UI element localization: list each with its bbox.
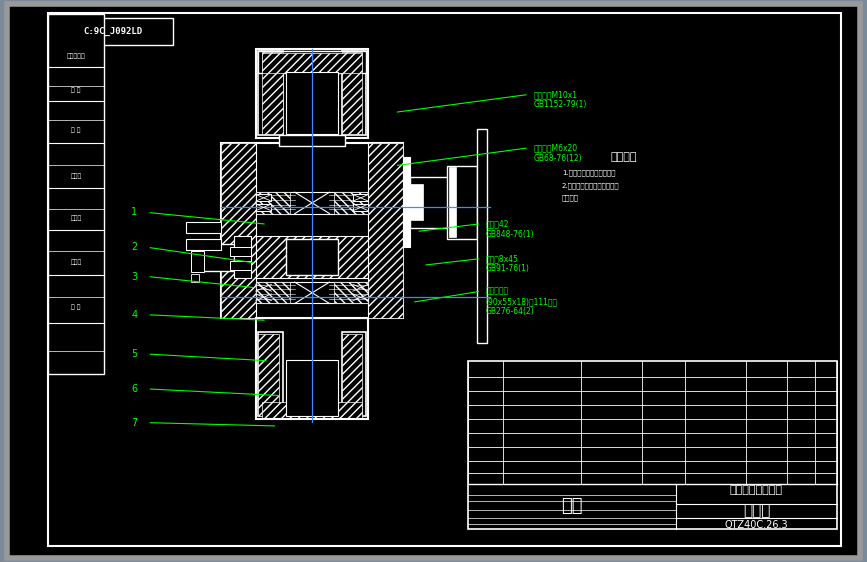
Bar [256, 318, 368, 419]
Text: 制图号: 制图号 [70, 260, 81, 265]
Bar [221, 143, 256, 318]
Text: 组件: 组件 [562, 497, 583, 515]
Text: 技术要求: 技术要求 [611, 152, 637, 162]
Bar [410, 184, 423, 220]
Bar [256, 236, 368, 278]
Bar [342, 332, 366, 416]
Bar [256, 194, 271, 201]
Bar [262, 53, 362, 73]
Bar [342, 51, 366, 135]
Text: 5: 5 [131, 349, 138, 359]
Bar [368, 143, 403, 318]
Bar [447, 166, 477, 239]
Bar [353, 194, 368, 201]
Text: 2: 2 [131, 242, 138, 252]
Text: 红油脂。: 红油脂。 [562, 194, 579, 201]
Bar [186, 239, 221, 250]
Bar [221, 143, 403, 318]
Bar [191, 251, 204, 272]
Bar [230, 247, 251, 256]
Bar [449, 167, 456, 237]
Bar [262, 402, 362, 419]
Bar [286, 360, 338, 416]
Bar [468, 361, 837, 529]
Bar [186, 222, 221, 233]
Bar [256, 204, 271, 211]
Bar [256, 143, 368, 318]
Text: 7: 7 [131, 418, 138, 428]
Bar [353, 204, 368, 211]
Bar [230, 261, 251, 270]
Bar [256, 192, 290, 214]
Bar [286, 239, 338, 275]
Bar [403, 157, 410, 247]
Text: 6: 6 [131, 384, 138, 394]
Bar [256, 282, 290, 303]
Text: 开口销8x45
GB91-76(1): 开口销8x45 GB91-76(1) [486, 254, 530, 274]
Text: 1.工作油油月定期换油一次: 1.工作油油月定期换油一次 [562, 170, 616, 176]
Text: 2.进行工程后油脂应换一次，: 2.进行工程后油脂应换一次， [562, 182, 619, 189]
Bar [52, 18, 173, 45]
Bar [258, 51, 283, 135]
Bar [256, 49, 368, 138]
Bar [477, 129, 487, 343]
Bar [258, 334, 279, 416]
Bar [258, 332, 283, 416]
Bar [256, 192, 368, 214]
Bar [279, 135, 345, 146]
Bar [410, 177, 471, 228]
Bar [262, 52, 283, 134]
Bar [334, 282, 368, 303]
Text: 更 改: 更 改 [71, 128, 81, 133]
Bar [334, 192, 368, 214]
Text: 4: 4 [131, 310, 138, 320]
Bar [234, 236, 251, 278]
Text: 压式油杯M10x1
GB1152-79(1): 压式油杯M10x1 GB1152-79(1) [533, 90, 587, 110]
Text: 1: 1 [131, 207, 138, 217]
Text: C:9C_J092LD: C:9C_J092LD [83, 27, 142, 36]
Text: 小垫圈42
GB848-76(1): 小垫圈42 GB848-76(1) [486, 219, 534, 239]
Text: 校对号: 校对号 [70, 173, 81, 179]
Text: 3: 3 [131, 271, 138, 282]
Bar [258, 51, 366, 73]
Text: 核定号: 核定号 [70, 215, 81, 221]
Bar [342, 52, 362, 134]
Text: 设备用图纸: 设备用图纸 [67, 54, 85, 59]
Bar [199, 244, 234, 271]
Text: 向心球轴承
(90x55x18)（111型）
GB276-64(2): 向心球轴承 (90x55x18)（111型） GB276-64(2) [486, 287, 557, 316]
Bar [286, 72, 338, 134]
Text: QTZ40C.26.3: QTZ40C.26.3 [725, 520, 788, 530]
Bar [256, 282, 368, 303]
Text: 河北建筑工程学院: 河北建筑工程学院 [730, 485, 783, 495]
Text: 审 平: 审 平 [71, 304, 81, 310]
Text: 沉头螺钉M6x20
GB68-76(12): 沉头螺钉M6x20 GB68-76(12) [533, 143, 582, 163]
Text: 比 例: 比 例 [71, 88, 81, 93]
Text: 滑轮组: 滑轮组 [743, 503, 770, 518]
Bar [191, 274, 199, 282]
Bar [342, 334, 362, 416]
Bar [48, 14, 104, 374]
